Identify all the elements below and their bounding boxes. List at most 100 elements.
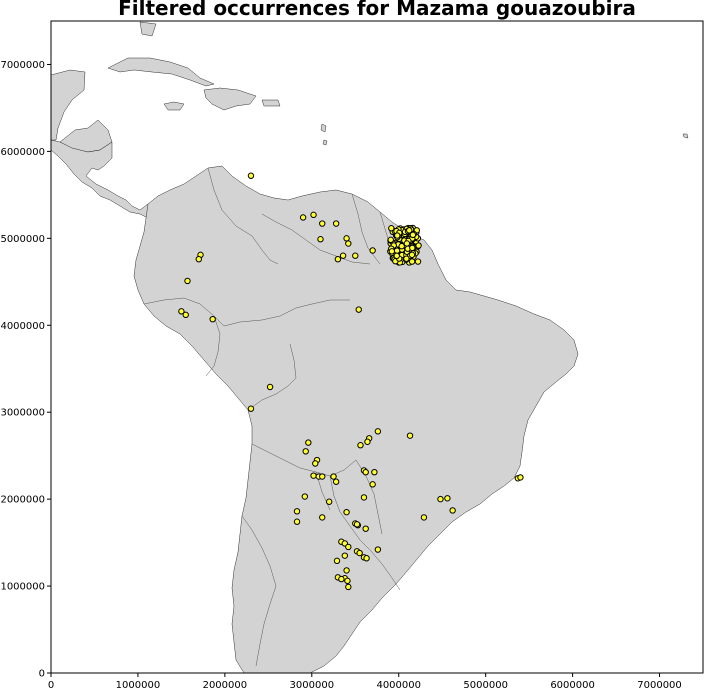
x-tick-label: 6000000 [550,680,595,690]
occurrence-point [364,438,371,445]
occurrence-point [403,255,410,262]
occurrence-point [305,439,312,446]
occurrence-point [184,277,191,285]
occurrence-point [345,240,352,247]
land-south-america [133,165,579,673]
land-central-america [51,139,157,219]
occurrence-point [415,242,422,249]
occurrence-point [387,236,394,244]
occurrence-point [319,473,326,480]
occurrence-point [338,575,345,583]
y-tick-label: 5000000 [0,234,45,245]
land-jamaica [163,101,185,111]
x-tick-label: 1000000 [116,680,161,690]
y-tick-label: 0 [39,669,45,680]
occurrence-point [319,514,326,521]
occurrence-point [352,252,359,259]
land-lesser-antilles [320,123,328,146]
occurrence-point [371,468,378,476]
occurrence-point [332,478,340,485]
occurrence-point [406,432,414,439]
occurrence-point [317,236,324,243]
occurrence-point [393,247,401,254]
occurrence-point [420,514,428,521]
land-bahamas [139,21,157,37]
occurrence-point [355,306,362,313]
occurrence-point [325,498,333,505]
occurrence-point [178,308,185,315]
occurrence-point [334,255,342,263]
occurrence-point [357,442,364,449]
land-small-island [682,133,689,139]
x-tick-label: 3000000 [290,680,335,690]
land-cuba [107,57,215,87]
chart-title: Filtered occurrences for Mazama gouazoub… [118,0,636,20]
occurrence-point [409,231,417,239]
occurrence-point [293,508,301,515]
basemap [51,21,689,673]
occurrence-point [353,521,361,528]
occurrence-point [319,220,326,227]
y-tick-label: 6000000 [0,147,45,158]
occurrence-point [444,495,451,502]
occurrence-point [266,383,274,391]
y-tick-label: 4000000 [0,321,45,332]
land-mexico [51,69,86,141]
occurrence-point [247,172,255,179]
occurrence-point [437,495,444,503]
occurrence-point [414,258,422,265]
y-tick-label: 7000000 [0,60,45,71]
occurrence-point [312,460,319,467]
occurrence-point [393,252,400,260]
occurrence-point [302,448,309,455]
occurrence-point [299,214,307,221]
occurrence-points [178,172,524,591]
occurrence-point [362,468,369,476]
x-axis: 0 1000000 2000000 3000000 4000000 5000000 6000… [48,673,682,690]
occurrence-point [195,255,202,263]
occurrence-point [301,493,309,500]
occurrence-point [341,552,349,559]
occurrence-point [209,315,216,323]
y-tick-label: 3000000 [0,408,45,419]
occurrence-point [293,518,301,525]
occurrence-point [344,577,351,585]
y-axis: 0 1000000 2000000 3000000 4000000 5000000 6000… [0,60,51,680]
x-tick-label: 5000000 [463,680,508,690]
occurrence-point [339,252,347,259]
occurrence-point [356,549,363,557]
occurrence-point [388,225,395,232]
occurrence-point [343,508,350,516]
axes-frame [50,20,704,674]
occurrence-point [403,240,411,247]
occurrence-point [406,227,413,234]
occurrence-point [388,248,396,255]
occurrence-point [369,247,376,254]
occurrence-point [332,220,340,227]
x-tick-label: 7000000 [637,680,682,690]
occurrence-point [182,311,189,319]
occurrence-point [369,481,376,488]
occurrence-point [408,251,416,259]
occurrence-point [362,525,369,532]
x-tick-label: 2000000 [203,680,248,690]
land-hispaniola [203,87,257,111]
occurrence-point [363,555,370,562]
occurrence-point [409,244,416,252]
x-tick-label: 0 [48,680,54,690]
occurrence-point [374,546,382,553]
occurrence-point [310,472,317,479]
occurrence-point [345,543,352,551]
y-tick-label: 1000000 [0,582,45,593]
occurrence-point [345,583,352,591]
x-tick-label: 4000000 [376,680,421,690]
occurrence-point [398,243,405,250]
occurrence-point [343,235,350,242]
occurrence-point [247,405,255,412]
occurrence-point [343,567,350,574]
occurrence-point [517,474,524,481]
occurrence-point [394,232,401,239]
occurrence-point [330,473,337,480]
occurrence-point [449,507,456,514]
